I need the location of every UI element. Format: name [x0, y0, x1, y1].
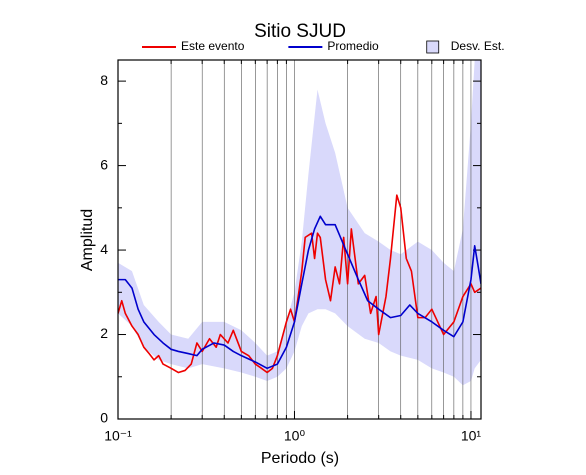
y-tick-label: 0: [100, 410, 108, 426]
y-tick-label: 2: [100, 325, 108, 341]
series-line: [118, 215, 481, 370]
legend-label: Desv. Est.: [451, 39, 505, 53]
y-tick-label: 8: [100, 72, 108, 88]
legend-label: Este evento: [181, 39, 245, 53]
std-band: [118, 60, 481, 386]
y-tick-label: 6: [100, 156, 108, 172]
x-axis-label: Periodo (s): [261, 450, 339, 467]
x-tick-label: 10¹: [461, 428, 482, 444]
chart-title: Sitio SJUD: [254, 21, 346, 42]
x-tick-label: 10⁰: [284, 428, 306, 444]
y-tick-label: 4: [100, 241, 108, 257]
y-axis-label: Amplitud: [79, 209, 96, 271]
series-line: [118, 194, 481, 374]
legend-swatch: [426, 40, 440, 54]
plot-frame: [117, 59, 482, 420]
x-tick-label: 10⁻¹: [104, 428, 132, 444]
legend-label: Promedio: [327, 39, 379, 53]
